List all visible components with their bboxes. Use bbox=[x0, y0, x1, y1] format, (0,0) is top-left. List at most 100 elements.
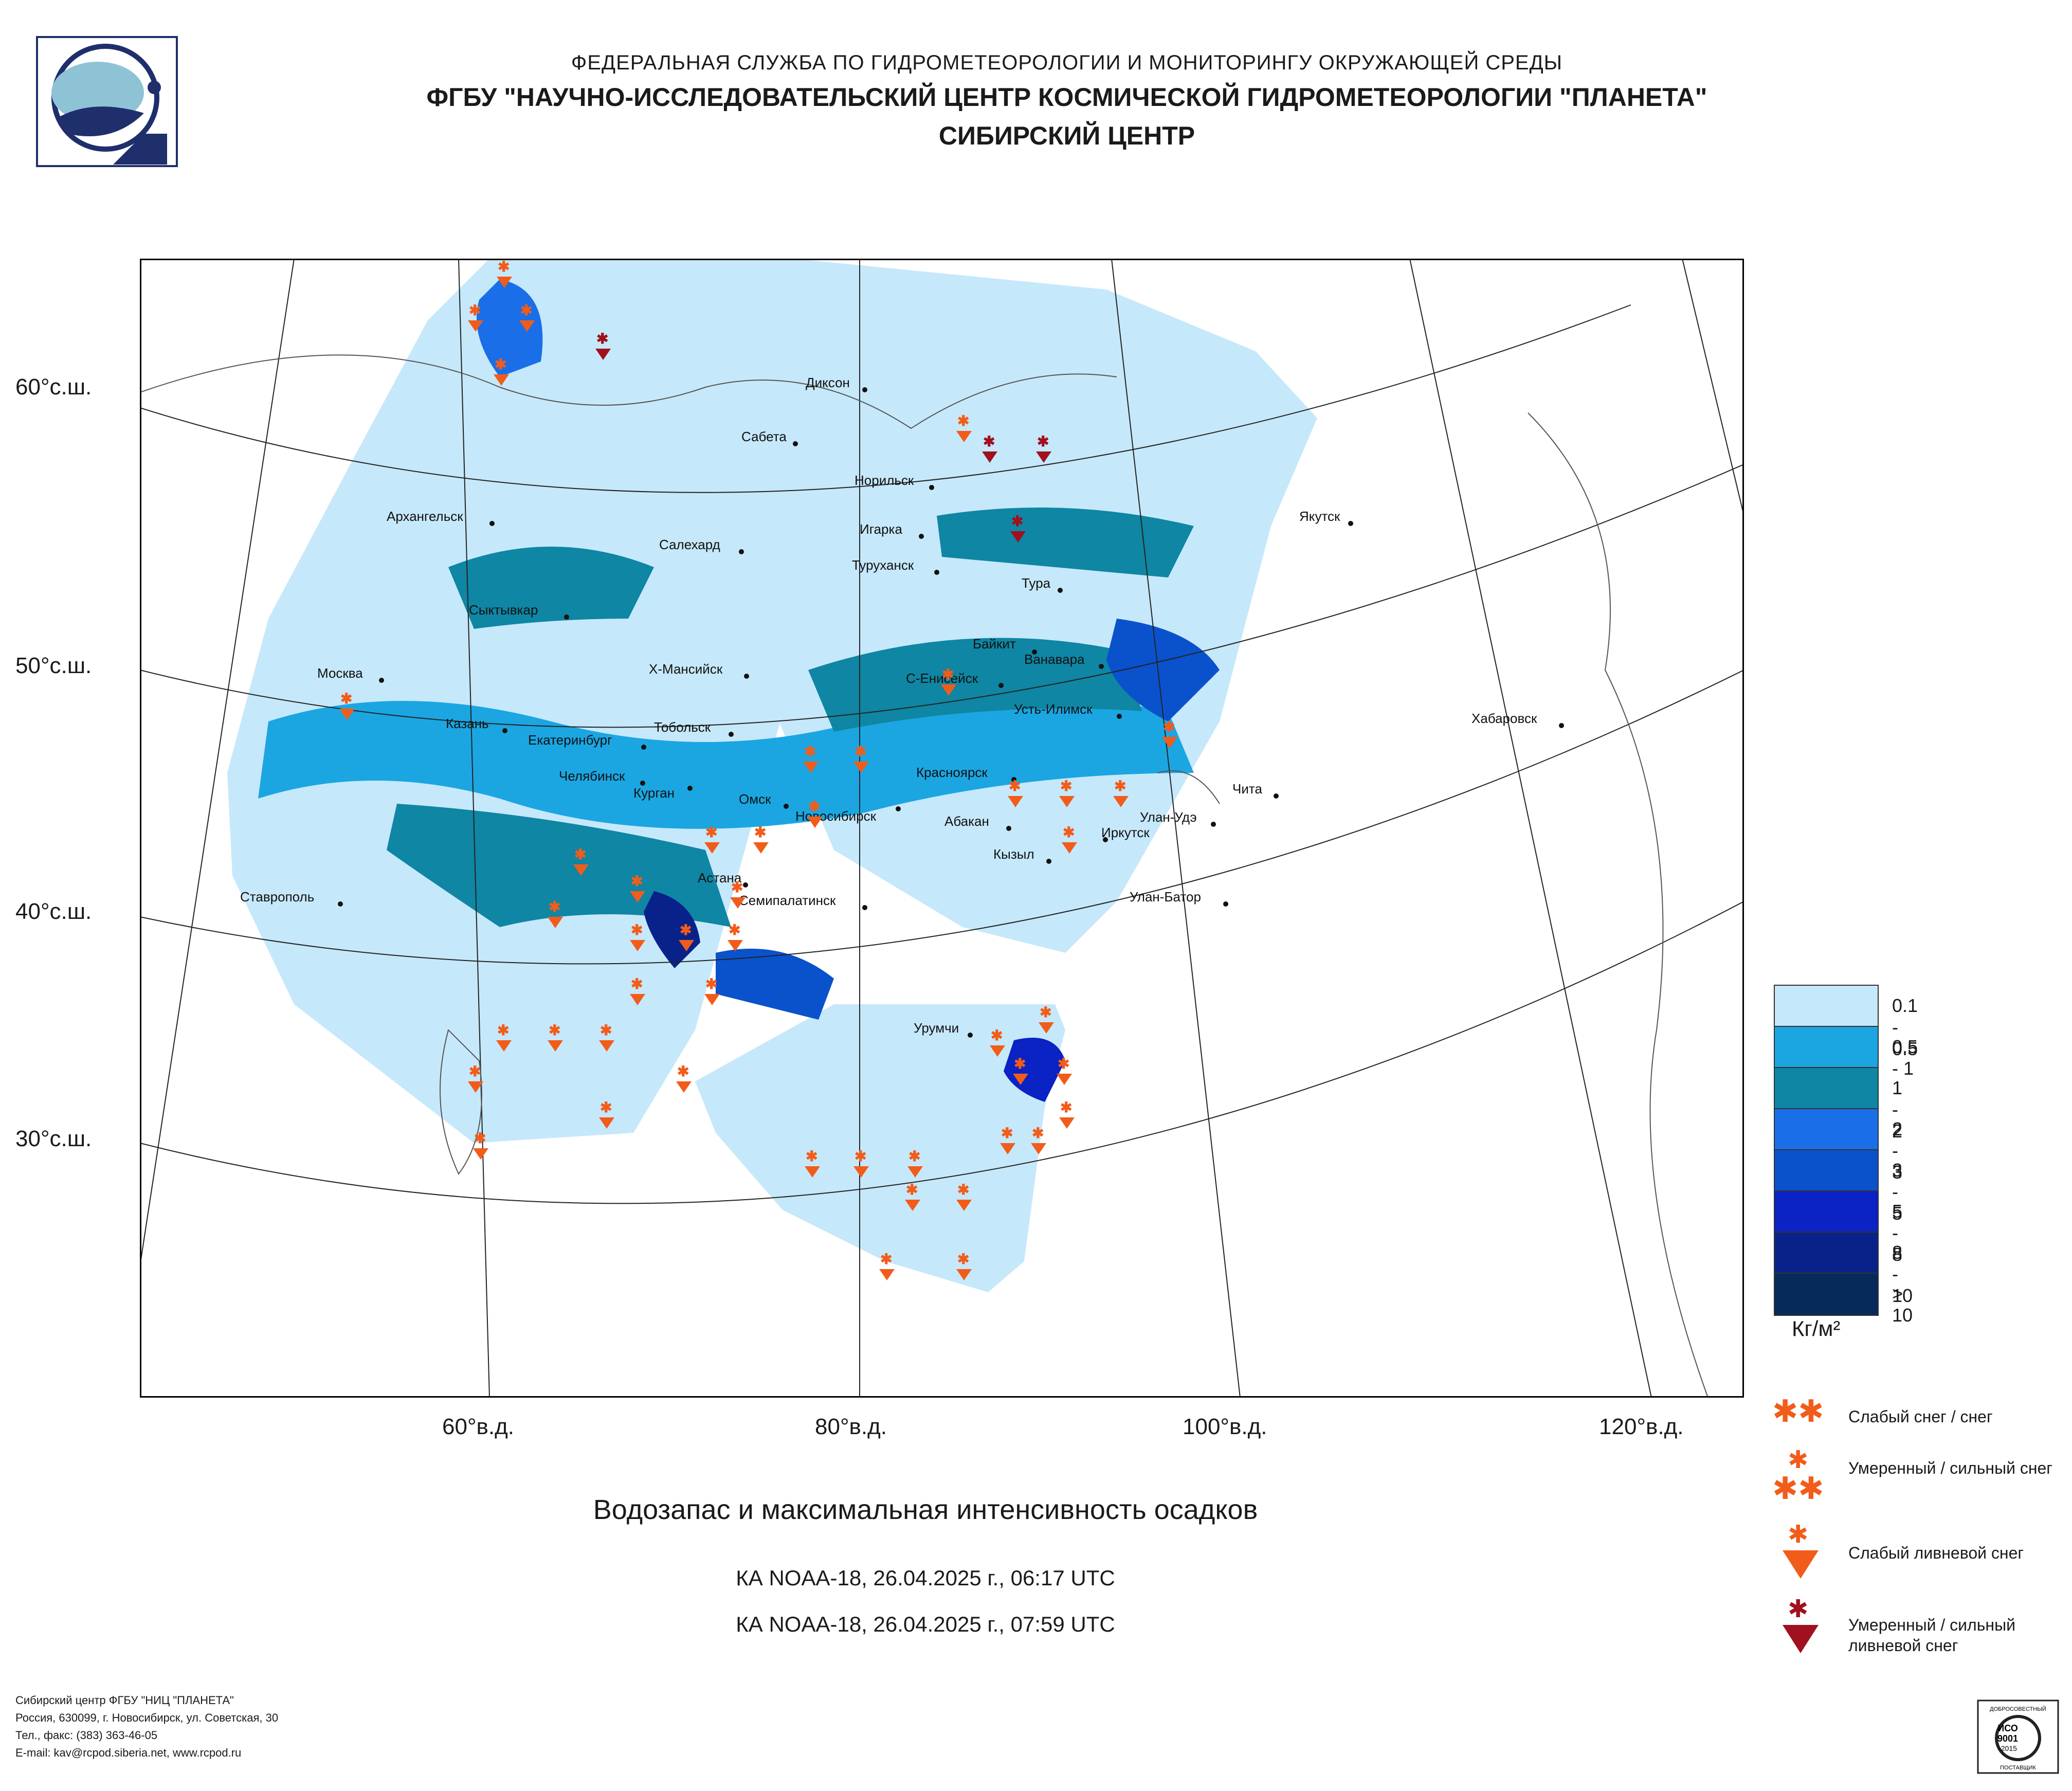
lat-label-50: 50°с.ш. bbox=[15, 653, 92, 678]
city-omsk: Омск bbox=[739, 791, 789, 809]
heavy-shower-symbol: ✱ bbox=[982, 433, 997, 463]
heavy-shower-snow-icon: ✱ bbox=[1788, 1595, 1808, 1623]
svg-text:Архангельск: Архангельск bbox=[387, 509, 463, 524]
city-turukhansk: Туруханск bbox=[852, 557, 939, 575]
svg-text:✱: ✱ bbox=[983, 433, 995, 449]
shower-symbol: ✱ bbox=[956, 413, 972, 442]
meridian-60 bbox=[458, 259, 490, 1398]
svg-text:✱: ✱ bbox=[729, 922, 740, 938]
svg-text:✱: ✱ bbox=[808, 799, 820, 815]
svg-text:✱: ✱ bbox=[1060, 1099, 1072, 1115]
lon-label-60: 60°в.д. bbox=[442, 1414, 515, 1439]
shower-symbol: ✱ bbox=[679, 922, 694, 951]
legend-swatch-4 bbox=[1774, 1149, 1879, 1192]
svg-text:✱: ✱ bbox=[957, 413, 969, 429]
light-snow-icon: ✱✱ bbox=[1772, 1394, 1824, 1430]
shower-symbol: ✱ bbox=[853, 744, 869, 773]
svg-text:✱: ✱ bbox=[754, 824, 766, 840]
city-stavropol: Ставрополь bbox=[240, 889, 343, 907]
shower-symbol: ✱ bbox=[468, 302, 483, 332]
lat-label-60: 60°с.ш. bbox=[15, 374, 92, 400]
svg-text:✱: ✱ bbox=[497, 1022, 509, 1038]
shower-symbol: ✱ bbox=[879, 1251, 895, 1280]
shower-symbol: ✱ bbox=[1039, 1004, 1054, 1034]
svg-text:Якутск: Якутск bbox=[1299, 509, 1340, 524]
heavy-shower-symbol: ✱ bbox=[1036, 433, 1051, 463]
shower-symbol: ✱ bbox=[497, 259, 512, 288]
svg-text:Курган: Курган bbox=[633, 785, 675, 801]
svg-text:✱: ✱ bbox=[680, 922, 692, 938]
shower-symbol: ✱ bbox=[599, 1022, 614, 1052]
city-sabeta: Сабета bbox=[741, 429, 798, 446]
svg-text:Ванавара: Ванавара bbox=[1024, 652, 1085, 667]
parallel-60 bbox=[140, 304, 1631, 493]
svg-text:✱: ✱ bbox=[631, 976, 643, 992]
svg-text:Сабета: Сабета bbox=[741, 429, 787, 444]
heavy-shower-symbol: ✱ bbox=[1010, 513, 1026, 542]
shower-symbol: ✱ bbox=[730, 879, 746, 909]
city-kyzyl: Кызыл bbox=[993, 846, 1051, 864]
svg-text:Красноярск: Красноярск bbox=[916, 765, 988, 780]
shower-symbol: ✱ bbox=[704, 824, 720, 854]
svg-text:✱: ✱ bbox=[596, 331, 608, 347]
legend-swatch-7 bbox=[1774, 1273, 1879, 1316]
svg-text:✱: ✱ bbox=[1063, 824, 1075, 840]
svg-text:✱: ✱ bbox=[731, 879, 743, 895]
svg-text:Челябинск: Челябинск bbox=[559, 768, 625, 784]
city-s-yeniseysk: С-Енисейск bbox=[906, 671, 1004, 688]
precipitation-map: Диксон Сабета Норильск Игарка Туруханск … bbox=[140, 259, 1744, 1398]
shower-symbol: ✱ bbox=[1059, 778, 1075, 807]
cloud-band-4 bbox=[937, 508, 1194, 577]
legend-label-4: 3 - 5 bbox=[1892, 1160, 1903, 1224]
shower-symbol: ✱ bbox=[630, 922, 645, 951]
city-salekhard: Салехард bbox=[659, 537, 744, 554]
svg-text:Салехард: Салехард bbox=[659, 537, 720, 552]
legend-swatch-0 bbox=[1774, 985, 1879, 1028]
svg-text:✱: ✱ bbox=[1060, 778, 1072, 794]
svg-text:✱: ✱ bbox=[1037, 433, 1049, 449]
svg-text:✱: ✱ bbox=[1009, 778, 1021, 794]
legend-label-2: 1 - 2 bbox=[1892, 1077, 1903, 1142]
shower-symbol: ✱ bbox=[676, 1063, 692, 1093]
svg-text:Игарка: Игарка bbox=[860, 521, 902, 537]
cloud-cell-1 bbox=[716, 948, 834, 1020]
svg-text:✱: ✱ bbox=[804, 744, 816, 759]
symbol-label-moderate-snow: Умеренный / сильный снег bbox=[1848, 1459, 2052, 1477]
svg-text:✱: ✱ bbox=[1058, 1056, 1069, 1072]
city-kurgan: Курган bbox=[633, 785, 693, 801]
svg-text:✱: ✱ bbox=[469, 1063, 481, 1079]
satellite-pass-1: КА NOAA-18, 26.04.2025 г., 06:17 UTC bbox=[736, 1566, 1115, 1590]
svg-text:Москва: Москва bbox=[317, 665, 363, 681]
symbol-label-light-shower-snow: Слабый ливневой снег bbox=[1848, 1544, 2024, 1562]
center-title: СИБИРСКИЙ ЦЕНТР bbox=[938, 121, 1195, 150]
svg-text:✱: ✱ bbox=[549, 1022, 560, 1038]
svg-text:Новосибирск: Новосибирск bbox=[795, 808, 877, 824]
moderate-snow-icon: ✱ bbox=[1788, 1445, 1808, 1474]
footer-email: E-mail: kav@rcpod.siberia.net, www.rcpod… bbox=[15, 1746, 242, 1759]
svg-text:✱: ✱ bbox=[574, 846, 586, 862]
svg-text:✱: ✱ bbox=[705, 824, 717, 840]
city-novosibirsk: Новосибирск bbox=[795, 806, 901, 824]
footer-org: Сибирский центр ФГБУ "НИЦ "ПЛАНЕТА" bbox=[15, 1694, 234, 1707]
institute-title: ФГБУ "НАУЧНО-ИССЛЕДОВАТЕЛЬСКИЙ ЦЕНТР КОС… bbox=[426, 83, 1707, 112]
legend-label-1: 0.5 - 1 bbox=[1892, 1036, 1918, 1079]
cloud-band-5 bbox=[387, 804, 731, 927]
legend-label-5: 5 - 8 bbox=[1892, 1201, 1903, 1265]
symbols-light-shower: ✱ ✱ ✱ ✱ ✱ ✱ ✱ ✱ ✱ ✱ ✱ ✱ ✱ ✱ ✱ ✱ ✱ ✱ ✱ ✱ … bbox=[339, 259, 1177, 1280]
shower-symbol: ✱ bbox=[548, 1022, 563, 1052]
svg-text:-2015: -2015 bbox=[1998, 1744, 2017, 1752]
city-arkhangelsk: Архангельск bbox=[387, 509, 495, 526]
svg-text:✱: ✱ bbox=[806, 1148, 817, 1164]
footer-address: Россия, 630099, г. Новосибирск, ул. Сове… bbox=[15, 1711, 279, 1724]
coastline-arctic bbox=[140, 354, 1117, 429]
shower-symbol: ✱ bbox=[339, 691, 355, 720]
city-khanty-mansiysk: Х-Мансийск bbox=[649, 661, 749, 679]
svg-text:Семипалатинск: Семипалатинск bbox=[739, 893, 836, 908]
svg-text:Астана: Астана bbox=[698, 870, 742, 885]
svg-text:Абакан: Абакан bbox=[944, 813, 989, 829]
shower-symbol: ✱ bbox=[956, 1182, 972, 1211]
svg-text:Улан-Удэ: Улан-Удэ bbox=[1140, 809, 1197, 825]
cloud-cell-5 bbox=[1106, 619, 1220, 721]
legend-swatch-5 bbox=[1774, 1190, 1879, 1234]
svg-text:Усть-Илимск: Усть-Илимск bbox=[1014, 701, 1093, 717]
